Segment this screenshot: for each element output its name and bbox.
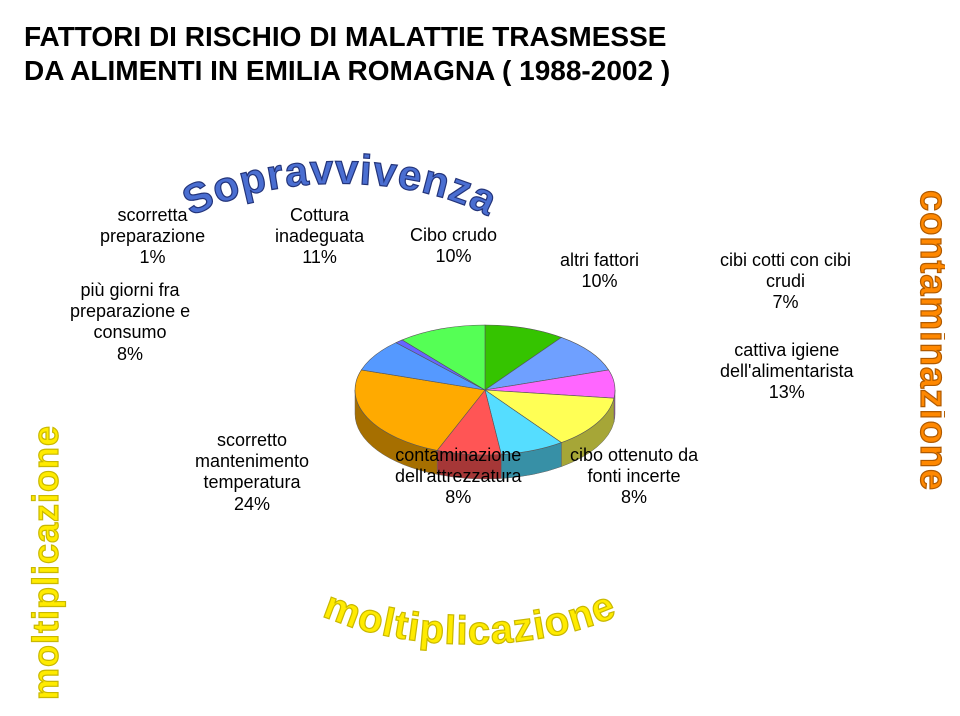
title-line-1: FATTORI DI RISCHIO DI MALATTIE TRASMESSE <box>24 21 666 52</box>
pie-chart-area: Sopravvivenza contaminazione moltiplicaz… <box>0 110 960 690</box>
pie-slice-label: contaminazione dell'attrezzatura 8% <box>395 445 522 509</box>
wordart-moltiplicazione-left: moltiplicazione <box>28 190 88 715</box>
pie-slice-label: Cottura inadeguata 11% <box>275 205 364 269</box>
wordart-right-text: contaminazione <box>912 190 945 491</box>
pie-slice-label: cibo ottenuto da fonti incerte 8% <box>570 445 698 509</box>
wordart-left-text: moltiplicazione <box>28 425 66 700</box>
pie-slice-label: scorretto mantenimento temperatura 24% <box>195 430 309 515</box>
pie-slice-label: cattiva igiene dell'alimentarista 13% <box>720 340 854 404</box>
pie-slice-label: scorretta preparazione 1% <box>100 205 205 269</box>
page-title: FATTORI DI RISCHIO DI MALATTIE TRASMESSE… <box>24 20 936 87</box>
svg-text:moltiplicazione: moltiplicazione <box>318 583 622 653</box>
pie-slice-label: cibi cotti con cibi crudi 7% <box>720 250 851 314</box>
pie-slice-label: più giorni fra preparazione e consumo 8% <box>70 280 190 365</box>
wordart-moltiplicazione-bottom: moltiplicazione <box>230 550 710 715</box>
pie-slice-label: altri fattori 10% <box>560 250 639 292</box>
title-line-2: DA ALIMENTI IN EMILIA ROMAGNA ( 1988-200… <box>24 55 670 86</box>
wordart-contaminazione: contaminazione <box>885 180 945 705</box>
pie-slice-label: Cibo crudo 10% <box>410 225 497 267</box>
wordart-bottom-text: moltiplicazione <box>318 583 622 653</box>
